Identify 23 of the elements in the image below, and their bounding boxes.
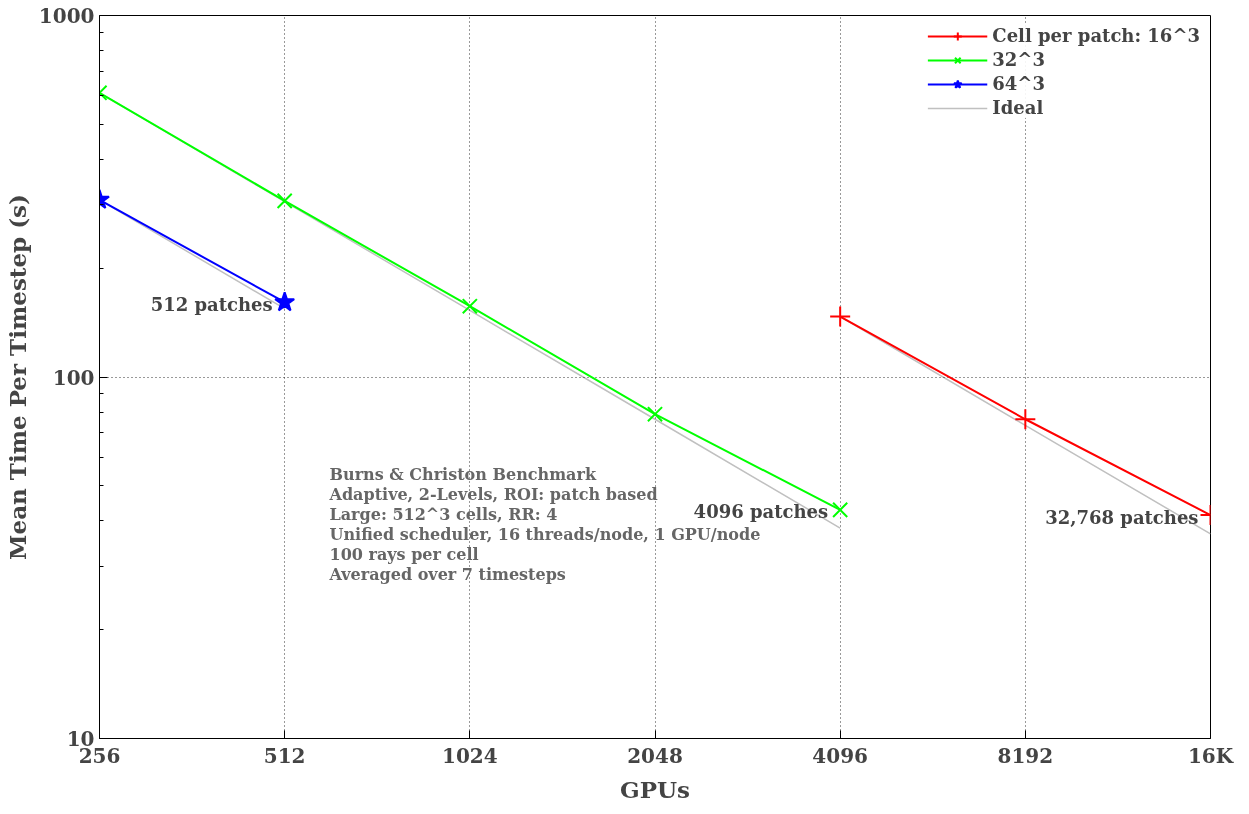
annotation: Large: 512^3 cells, RR: 4 xyxy=(329,504,558,524)
y-tick-label: 1000 xyxy=(38,4,95,28)
annotation: Averaged over 7 timesteps xyxy=(328,564,566,584)
x-axis-title: GPUs xyxy=(620,775,690,803)
y-axis-title: Mean Time Per Timestep (s) xyxy=(3,194,31,560)
x-tick-label: 2048 xyxy=(627,743,683,768)
annotation: 512 patches xyxy=(150,293,273,315)
legend-label: Cell per patch: 16^3 xyxy=(992,25,1200,46)
legend-label: 64^3 xyxy=(992,73,1045,94)
legend-label: Ideal xyxy=(992,97,1044,118)
legend-label: 32^3 xyxy=(992,49,1045,70)
annotation: Burns & Christon Benchmark xyxy=(329,464,597,484)
x-tick-label: 512 xyxy=(263,743,306,768)
x-tick-label: 4096 xyxy=(812,743,869,768)
annotation: 32,768 patches xyxy=(1045,506,1199,528)
annotation: 100 rays per cell xyxy=(329,544,479,564)
annotation: 4096 patches xyxy=(693,501,829,523)
x-tick-label: 8192 xyxy=(997,743,1054,768)
annotation: Unified scheduler, 16 threads/node, 1 GPU/node xyxy=(329,524,761,544)
x-tick-label: 1024 xyxy=(442,743,498,768)
x-tick-label: 16K xyxy=(1187,743,1234,768)
annotation: Adaptive, 2-Levels, ROI: patch based xyxy=(328,484,658,504)
y-tick-label: 100 xyxy=(52,365,95,390)
